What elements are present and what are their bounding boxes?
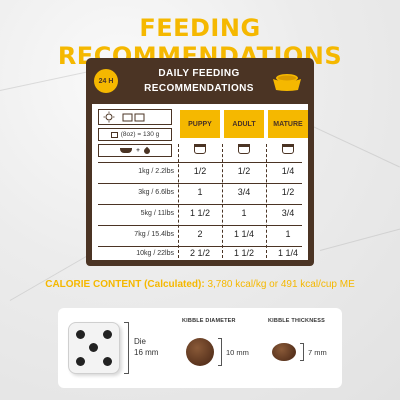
- row-weight-7kg: 7kg / 15.4lbs: [134, 231, 174, 238]
- sun-cup-moon-icon: [103, 111, 161, 123]
- legend-time-icons: [98, 109, 172, 125]
- cell-puppy: 2 1/2: [189, 248, 211, 258]
- column-header-adult: ADULT: [224, 110, 264, 138]
- cell-mature: 1/4: [281, 166, 295, 176]
- column-header-mature: MATURE: [268, 110, 308, 138]
- cell-mature: 1 1/4: [277, 248, 299, 258]
- cell-adult: 1: [241, 208, 247, 218]
- kibble-thickness-value: 7 mm: [308, 348, 327, 357]
- column-header-puppy: PUPPY: [180, 110, 220, 138]
- row-weight-1kg: 1kg / 2.2lbs: [138, 168, 174, 175]
- legend-food-water: +: [98, 144, 172, 157]
- table-title-line-1: DAILY FEEDING: [158, 68, 240, 79]
- cell-adult: 1/2: [237, 166, 251, 176]
- die-pip: [89, 343, 98, 352]
- 24h-badge: 24 H: [94, 69, 118, 93]
- table-body: (8oz) = 130 g + PUPPY ADULT MATURE: [86, 104, 314, 266]
- measuring-cup-icon: [238, 144, 250, 154]
- kibble-thickness-bracket: [300, 343, 304, 361]
- cell-adult: 1 1/2: [233, 248, 255, 258]
- die-label-size: 16 mm: [134, 348, 159, 357]
- row-weight-10kg: 10kg / 22lbs: [136, 250, 174, 257]
- measuring-cup-icon: [194, 144, 206, 154]
- conversion-text: (8oz) = 130 g: [120, 131, 160, 138]
- kibble-diameter-value: 10 mm: [226, 348, 249, 357]
- die-icon: [68, 322, 120, 374]
- row-divider: [98, 246, 302, 247]
- row-weight-3kg: 3kg / 6.6lbs: [138, 189, 174, 196]
- bowl-legend-icon: [120, 148, 133, 153]
- cell-mature: 1: [285, 229, 291, 239]
- die-size-bracket: [124, 322, 129, 374]
- calorie-values: 3,780 kcal/kg or 491 kcal/cup ME: [207, 279, 355, 290]
- die-size-label: Die 16 mm: [134, 336, 158, 358]
- calorie-label: CALORIE CONTENT (Calculated):: [45, 279, 205, 290]
- kibble-thickness-title: KIBBLE THICKNESS: [268, 318, 325, 324]
- kibble-thickness-image: [272, 343, 296, 361]
- row-weight-5kg: 5kg / 11lbs: [140, 210, 174, 217]
- cell-adult: 1 1/4: [233, 229, 255, 239]
- legend-conversion: (8oz) = 130 g: [98, 128, 172, 141]
- row-divider: [98, 162, 302, 163]
- die-label-name: Die: [134, 337, 147, 346]
- cell-mature: 1/2: [281, 187, 295, 197]
- feeding-table-card: 24 H DAILY FEEDING RECOMMENDATIONS: [86, 58, 314, 266]
- table-title-line-2: RECOMMENDATIONS: [144, 83, 254, 94]
- marble-vein: [319, 226, 400, 251]
- cup-icon: [110, 131, 118, 138]
- table-white-area: (8oz) = 130 g + PUPPY ADULT MATURE: [92, 104, 308, 260]
- water-drop-icon: [142, 146, 152, 155]
- cell-puppy: 1: [197, 187, 203, 197]
- row-divider: [98, 225, 302, 226]
- cell-mature: 3/4: [281, 208, 295, 218]
- die-pip: [76, 357, 85, 366]
- column-divider: [266, 144, 267, 258]
- column-divider: [178, 144, 179, 258]
- cell-adult: 3/4: [237, 187, 251, 197]
- row-divider: [98, 183, 302, 184]
- food-bowl-icon: [273, 74, 301, 91]
- kibble-diameter-image: [186, 338, 214, 366]
- kibble-diameter-title: KIBBLE DIAMETER: [182, 318, 236, 324]
- measuring-cup-icon: [282, 144, 294, 154]
- die-pip: [103, 330, 112, 339]
- table-header: 24 H DAILY FEEDING RECOMMENDATIONS: [86, 58, 314, 104]
- kibble-diameter-bracket: [218, 338, 222, 366]
- kibble-size-panel: Die 16 mm KIBBLE DIAMETER 10 mm KIBBLE T…: [58, 308, 342, 388]
- row-divider: [98, 204, 302, 205]
- calorie-content: CALORIE CONTENT (Calculated): 3,780 kcal…: [0, 279, 400, 290]
- marble-vein: [299, 120, 400, 168]
- cell-puppy: 1 1/2: [189, 208, 211, 218]
- die-pip: [103, 357, 112, 366]
- marble-vein: [9, 255, 89, 301]
- cell-puppy: 2: [197, 229, 203, 239]
- column-divider: [222, 144, 223, 258]
- table-title: DAILY FEEDING RECOMMENDATIONS: [124, 66, 274, 96]
- cell-puppy: 1/2: [193, 166, 207, 176]
- plus-icon: +: [136, 147, 140, 154]
- die-pip: [76, 330, 85, 339]
